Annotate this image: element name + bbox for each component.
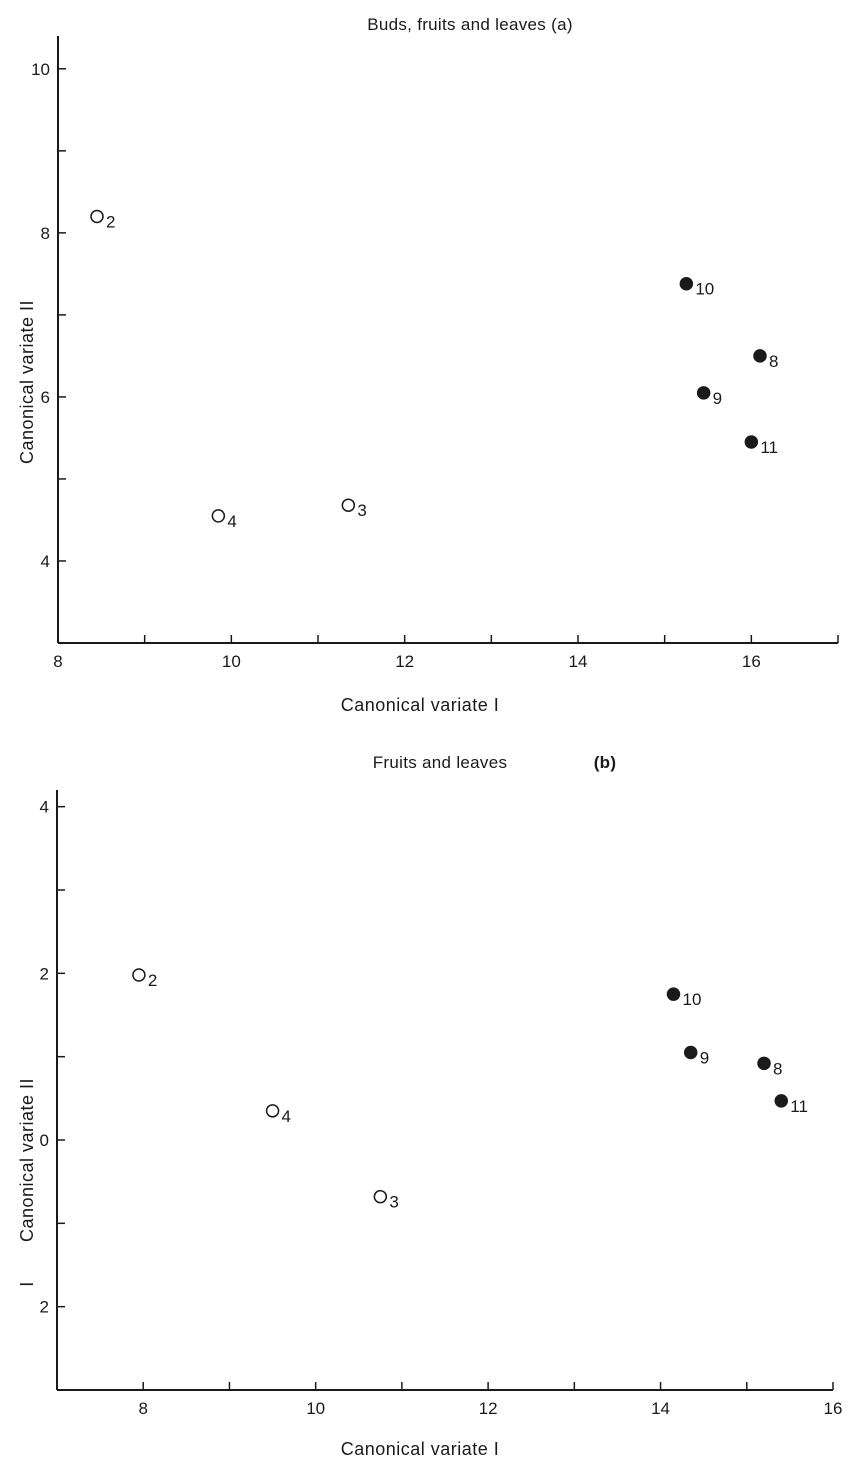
chart-a-point-label-3: 3	[357, 501, 366, 520]
chart-a-title: Buds, fruits and leaves (a)	[367, 15, 573, 34]
chart-b-x-tick-label: 12	[479, 1399, 498, 1418]
chart-a-point-label-2: 2	[106, 212, 115, 231]
chart-b-point-11	[774, 1094, 789, 1108]
chart-a-point-9	[696, 386, 711, 400]
chart-a-x-axis-label: Canonical variate I	[341, 695, 500, 715]
chart-b-panel-label: (b)	[594, 753, 617, 772]
chart-a: Buds, fruits and leaves (a) Canonical va…	[17, 15, 839, 715]
chart-b-point-label-9: 9	[700, 1049, 709, 1068]
chart-b-point-label-4: 4	[282, 1107, 291, 1126]
chart-b-point-8	[757, 1056, 771, 1071]
chart-b-y-axis-label: Canonical variate II	[17, 1078, 37, 1242]
chart-b-y-tick-label: 4	[40, 798, 49, 817]
chart-a-y-tick-label: 4	[41, 552, 50, 571]
chart-a-point-2	[90, 209, 104, 224]
chart-b: Fruits and leaves (b) Canonical variate …	[17, 753, 842, 1459]
chart-b-point-label-3: 3	[389, 1193, 398, 1212]
chart-a-point-label-8: 8	[769, 352, 778, 371]
chart-a-plot-area: 8 10 12 14 16 4 6 8 10 2 4 3 10 8 9 11	[31, 36, 839, 671]
chart-b-title: Fruits and leaves	[373, 753, 508, 772]
chart-b-x-axis-label: Canonical variate I	[341, 1439, 500, 1459]
chart-a-point-3	[341, 498, 356, 512]
chart-b-x-tick-label: 14	[651, 1399, 670, 1418]
chart-b-point-3	[373, 1189, 388, 1204]
chart-b-point-label-8: 8	[773, 1059, 782, 1078]
chart-b-point-label-10: 10	[682, 990, 701, 1009]
chart-b-x-tick-label: 16	[824, 1399, 843, 1418]
chart-b-point-label-2: 2	[148, 971, 157, 990]
chart-b-plot-area: 8 10 12 14 16 4 2 0 2 2 4 3 10 9 8 11	[40, 790, 843, 1418]
chart-a-point-label-11: 11	[760, 438, 778, 457]
chart-b-point-4	[265, 1104, 280, 1118]
chart-b-y-tick-label: 2	[40, 964, 49, 983]
chart-b-x-tick-label: 10	[306, 1399, 325, 1418]
chart-a-y-tick-label: 6	[41, 388, 50, 407]
chart-a-point-label-10: 10	[695, 280, 714, 299]
chart-a-x-tick-label: 12	[395, 652, 414, 671]
chart-a-y-tick-label: 10	[31, 60, 50, 79]
chart-a-point-label-4: 4	[227, 512, 236, 531]
chart-b-point-10	[666, 987, 681, 1001]
chart-a-point-label-9: 9	[713, 389, 722, 408]
chart-a-x-tick-label: 8	[53, 652, 62, 671]
chart-b-y-axis-label-prefix: I	[17, 1281, 37, 1287]
chart-a-x-tick-label: 14	[569, 652, 588, 671]
chart-a-point-8	[753, 349, 767, 363]
chart-b-point-9	[683, 1045, 698, 1060]
chart-b-point-2	[132, 968, 146, 982]
chart-b-point-label-11: 11	[790, 1097, 808, 1116]
chart-a-point-4	[211, 509, 226, 523]
chart-a-point-11	[744, 435, 759, 449]
chart-a-y-axis-label: Canonical variate II	[17, 300, 37, 464]
chart-b-y-tick-label: 2	[40, 1298, 49, 1317]
chart-b-x-tick-label: 8	[138, 1399, 147, 1418]
chart-a-point-10	[679, 276, 694, 291]
chart-a-x-tick-label: 10	[222, 652, 241, 671]
chart-a-x-tick-label: 16	[742, 652, 761, 671]
chart-b-y-tick-label: 0	[40, 1131, 49, 1150]
chart-a-y-tick-label: 8	[41, 224, 50, 243]
